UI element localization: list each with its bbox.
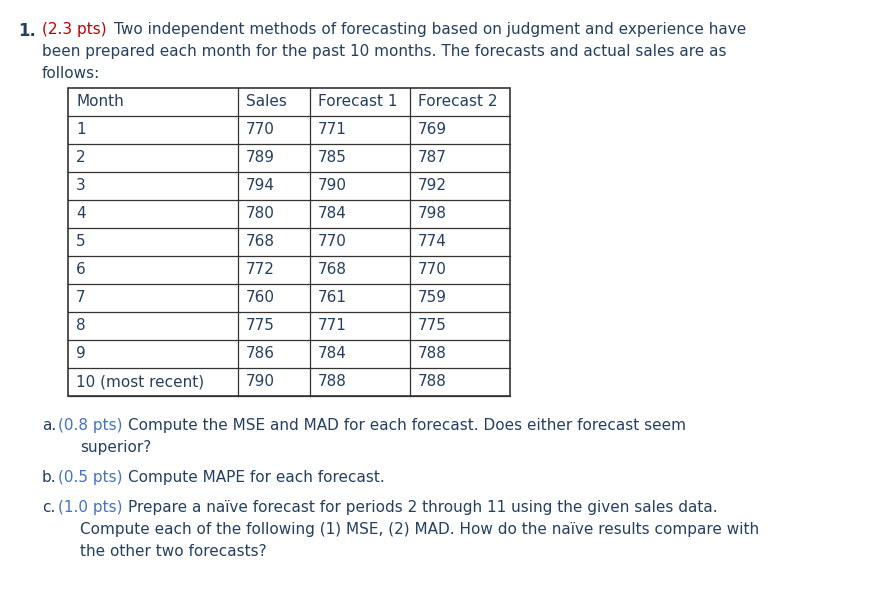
Text: 770: 770 [246, 123, 275, 138]
Text: 790: 790 [318, 179, 347, 193]
Text: 784: 784 [318, 207, 347, 222]
Text: 760: 760 [246, 291, 275, 305]
Text: 3: 3 [76, 179, 86, 193]
Text: Compute MAPE for each forecast.: Compute MAPE for each forecast. [128, 470, 385, 485]
Text: 768: 768 [246, 234, 275, 250]
Text: Sales: Sales [246, 95, 287, 110]
Text: 794: 794 [246, 179, 275, 193]
Text: 770: 770 [418, 262, 447, 277]
Text: Forecast 1: Forecast 1 [318, 95, 398, 110]
Text: b.: b. [42, 470, 56, 485]
Text: 5: 5 [76, 234, 86, 250]
Text: 798: 798 [418, 207, 447, 222]
Text: (0.8 pts): (0.8 pts) [58, 418, 123, 433]
Text: 786: 786 [246, 346, 275, 362]
Text: a.: a. [42, 418, 56, 433]
Text: 788: 788 [418, 374, 447, 389]
Text: 2: 2 [76, 150, 86, 165]
Text: 1: 1 [76, 123, 86, 138]
Text: 790: 790 [246, 374, 275, 389]
Text: 775: 775 [246, 319, 275, 334]
Text: 9: 9 [76, 346, 86, 362]
Text: 775: 775 [418, 319, 447, 334]
Text: Two independent methods of forecasting based on judgment and experience have: Two independent methods of forecasting b… [114, 22, 746, 37]
Text: 771: 771 [318, 123, 347, 138]
Text: Prepare a naïve forecast for periods 2 through 11 using the given sales data.: Prepare a naïve forecast for periods 2 t… [128, 500, 718, 515]
Text: 770: 770 [318, 234, 347, 250]
Text: Forecast 2: Forecast 2 [418, 95, 497, 110]
Text: 769: 769 [418, 123, 447, 138]
Text: been prepared each month for the past 10 months. The forecasts and actual sales : been prepared each month for the past 10… [42, 44, 727, 59]
Text: 4: 4 [76, 207, 86, 222]
Text: 788: 788 [418, 346, 447, 362]
Text: (0.5 pts): (0.5 pts) [58, 470, 123, 485]
Text: 787: 787 [418, 150, 447, 165]
Text: 1.: 1. [18, 22, 36, 40]
Text: 10 (most recent): 10 (most recent) [76, 374, 204, 389]
Text: the other two forecasts?: the other two forecasts? [80, 544, 266, 559]
Text: follows:: follows: [42, 66, 101, 81]
Text: (2.3 pts): (2.3 pts) [42, 22, 107, 37]
Text: 784: 784 [318, 346, 347, 362]
Text: 780: 780 [246, 207, 275, 222]
Text: (1.0 pts): (1.0 pts) [58, 500, 123, 515]
Text: Compute the MSE and MAD for each forecast. Does either forecast seem: Compute the MSE and MAD for each forecas… [128, 418, 686, 433]
Text: 761: 761 [318, 291, 347, 305]
Text: 789: 789 [246, 150, 275, 165]
Text: 792: 792 [418, 179, 447, 193]
Text: c.: c. [42, 500, 56, 515]
Bar [68, 88, 510, 396]
Text: Month: Month [76, 95, 123, 110]
Text: 768: 768 [318, 262, 347, 277]
Text: Compute each of the following (1) MSE, (2) MAD. How do the naïve results compare: Compute each of the following (1) MSE, (… [80, 522, 759, 537]
Text: 8: 8 [76, 319, 86, 334]
Text: 759: 759 [418, 291, 447, 305]
Text: 788: 788 [318, 374, 347, 389]
Text: superior?: superior? [80, 440, 151, 455]
Text: 7: 7 [76, 291, 86, 305]
Text: 774: 774 [418, 234, 447, 250]
Text: 6: 6 [76, 262, 86, 277]
Text: 772: 772 [246, 262, 275, 277]
Text: 771: 771 [318, 319, 347, 334]
Text: 785: 785 [318, 150, 347, 165]
